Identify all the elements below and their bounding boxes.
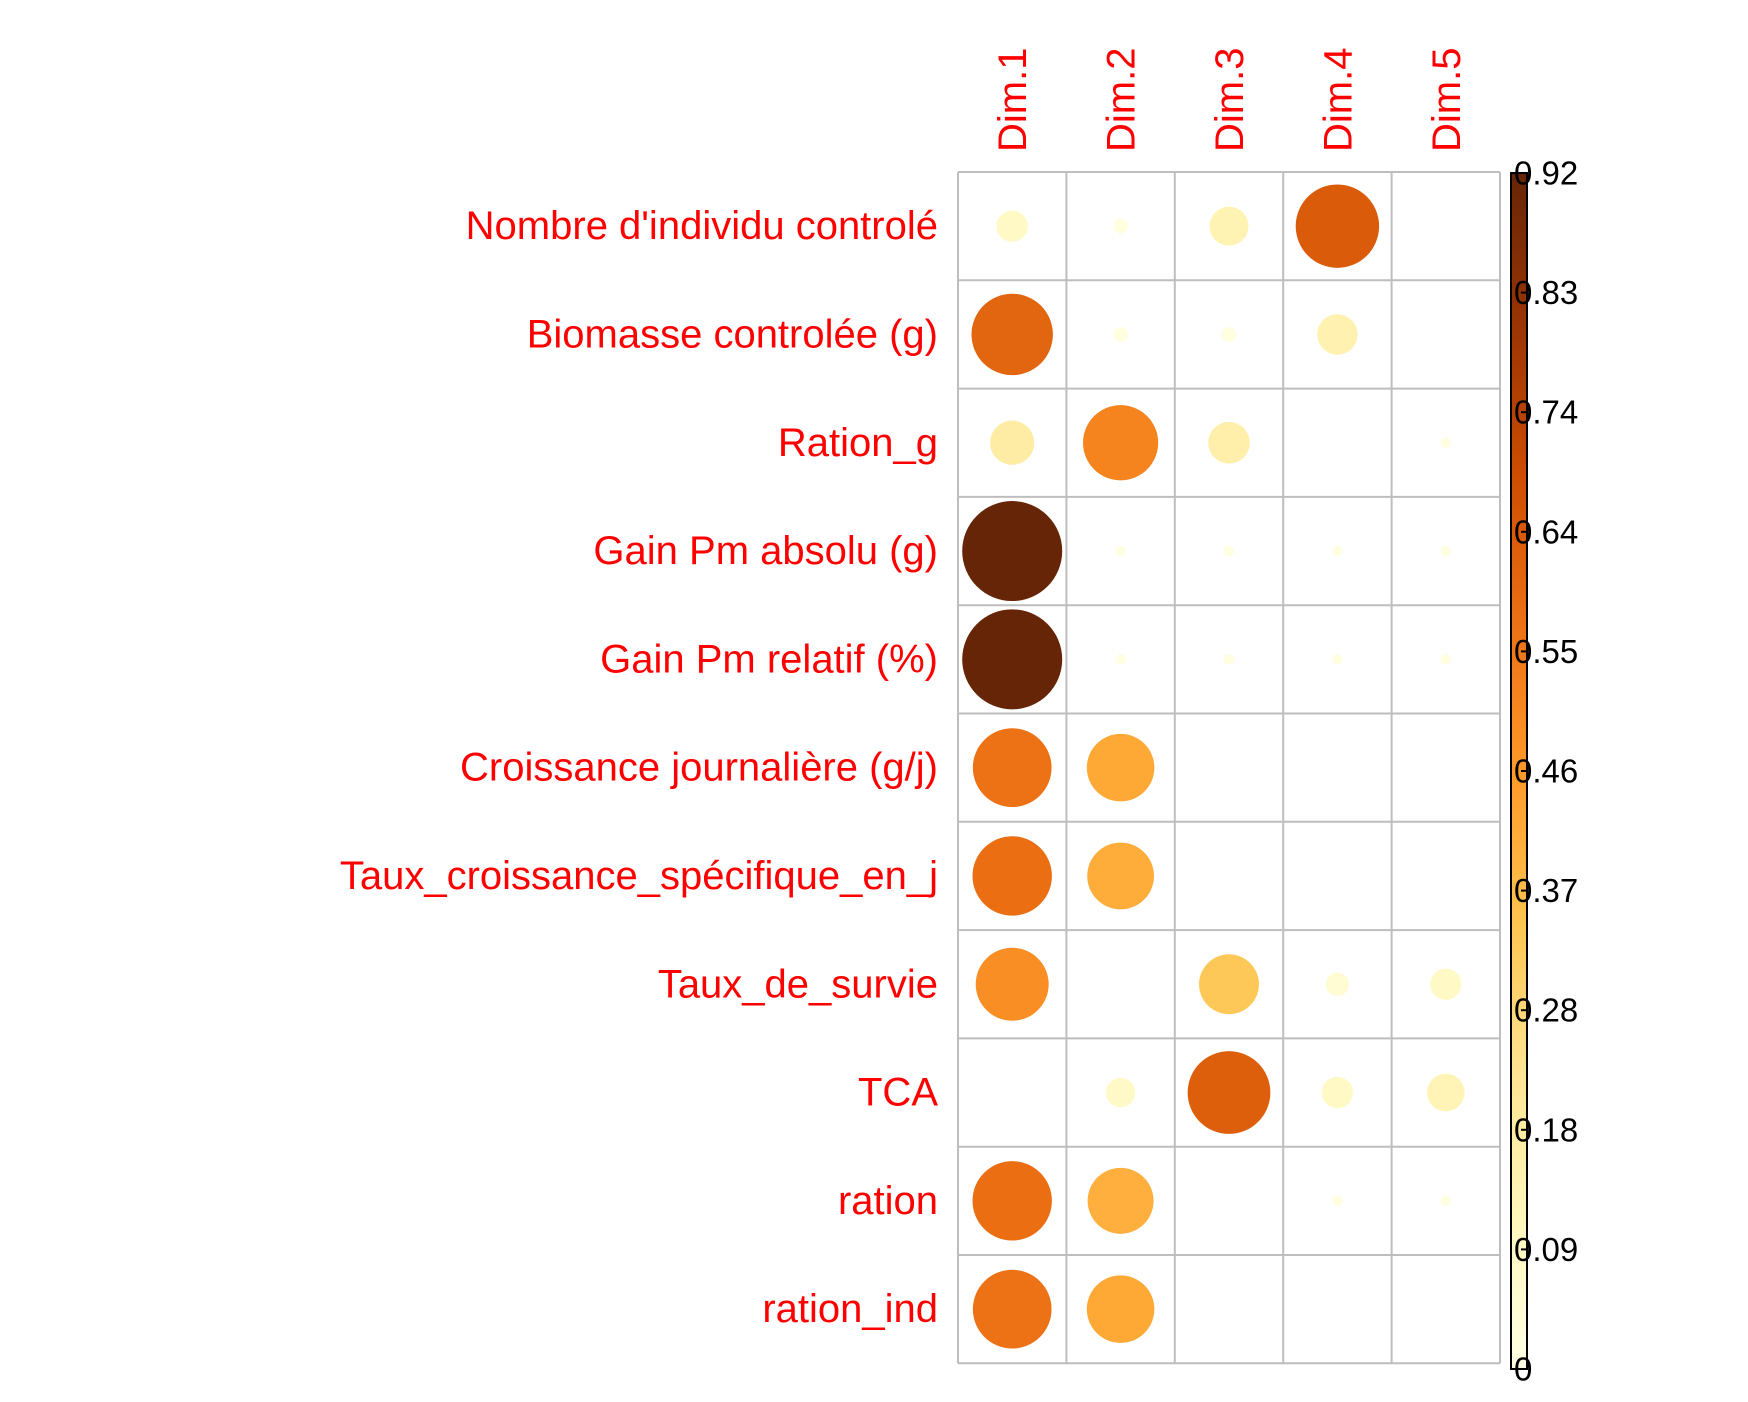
- value-circle: [1087, 842, 1154, 910]
- colorbar-tick-label: 0.37: [1514, 872, 1578, 909]
- value-circle: [1332, 654, 1343, 665]
- value-circle: [1187, 1051, 1271, 1134]
- colorbar-tick-label: 0.18: [1514, 1111, 1578, 1148]
- value-circle: [1325, 972, 1350, 996]
- colorbar-tick-label: 0.46: [1514, 753, 1578, 790]
- row-label: Croissance journalière (g/j): [460, 746, 938, 790]
- value-circle: [1113, 218, 1128, 234]
- value-circle: [1223, 545, 1235, 557]
- value-circle: [1321, 1076, 1354, 1109]
- colorbar-tick-label: 0.09: [1514, 1231, 1578, 1268]
- value-circle: [962, 501, 1063, 602]
- circles: [962, 184, 1465, 1349]
- value-circle: [1087, 1167, 1154, 1234]
- column-label: Dim.4: [1316, 48, 1360, 152]
- row-label: Nombre d'individu controlé: [466, 204, 938, 248]
- value-circle: [972, 1161, 1052, 1241]
- row-label: Biomasse controlée (g): [527, 312, 938, 356]
- value-circle: [1209, 206, 1249, 246]
- row-label: Gain Pm absolu (g): [593, 529, 938, 573]
- value-circle: [1332, 545, 1343, 557]
- value-circle: [1332, 1195, 1343, 1207]
- value-circle: [1083, 405, 1159, 481]
- row-labels: Nombre d'individu controlé Biomasse contr…: [340, 204, 938, 1331]
- row-label: Ration_g: [778, 421, 938, 465]
- value-circle: [1440, 545, 1452, 557]
- colorbar-tick-label: 0: [1514, 1351, 1532, 1388]
- value-circle: [1221, 327, 1237, 342]
- value-circle: [1223, 654, 1235, 665]
- row-label: Taux_croissance_spécifique_en_j: [340, 854, 938, 898]
- column-label: Dim.1: [991, 48, 1035, 152]
- colorbar-tick-label: 0.64: [1514, 513, 1578, 550]
- value-circle: [1086, 733, 1155, 802]
- colorbar-tick-label: 0.28: [1514, 992, 1578, 1029]
- row-label: ration_ind: [762, 1287, 938, 1331]
- value-circle: [996, 210, 1028, 242]
- column-label: Dim.5: [1425, 48, 1469, 152]
- colorbar-tick-label: 0.92: [1514, 155, 1578, 192]
- colorbar-tick-label: 0.83: [1514, 274, 1578, 311]
- colorbar-tick-label: 0.74: [1514, 394, 1578, 431]
- colorbar-legend: 0.92 0.83 0.74 0.64 0.55 0.46 0.37 0.28 0.18 0.09…: [1510, 155, 1578, 1388]
- value-circle: [971, 293, 1053, 376]
- value-circle: [990, 420, 1035, 465]
- value-circle: [1430, 968, 1462, 1000]
- value-circle: [975, 947, 1049, 1021]
- row-label: TCA: [858, 1071, 938, 1115]
- row-label: Gain Pm relatif (%): [600, 637, 938, 681]
- value-circle: [1440, 437, 1452, 448]
- value-circle: [1427, 1073, 1465, 1112]
- value-circle: [1105, 1077, 1136, 1108]
- grid: [957, 171, 1501, 1365]
- value-circle: [962, 609, 1063, 710]
- value-circle: [1295, 184, 1380, 268]
- value-circle: [1115, 654, 1126, 665]
- column-label: Dim.3: [1208, 48, 1252, 152]
- value-circle: [1115, 545, 1126, 557]
- value-circle: [1440, 1195, 1452, 1207]
- value-circle: [1317, 314, 1358, 355]
- value-circle: [1440, 654, 1452, 665]
- row-label: ration: [838, 1179, 938, 1223]
- value-circle: [1113, 327, 1128, 342]
- row-label: Taux_de_survie: [658, 962, 938, 1006]
- value-circle: [1086, 1275, 1155, 1343]
- column-labels: Dim.1 Dim.2 Dim.3 Dim.4 Dim.5: [991, 48, 1469, 152]
- column-label: Dim.2: [1100, 48, 1144, 152]
- value-circle: [1199, 954, 1259, 1015]
- value-circle: [972, 728, 1052, 808]
- colorbar-tick-label: 0.55: [1514, 633, 1578, 670]
- value-circle: [972, 836, 1052, 916]
- value-circle: [972, 1269, 1052, 1349]
- value-circle: [1208, 421, 1250, 464]
